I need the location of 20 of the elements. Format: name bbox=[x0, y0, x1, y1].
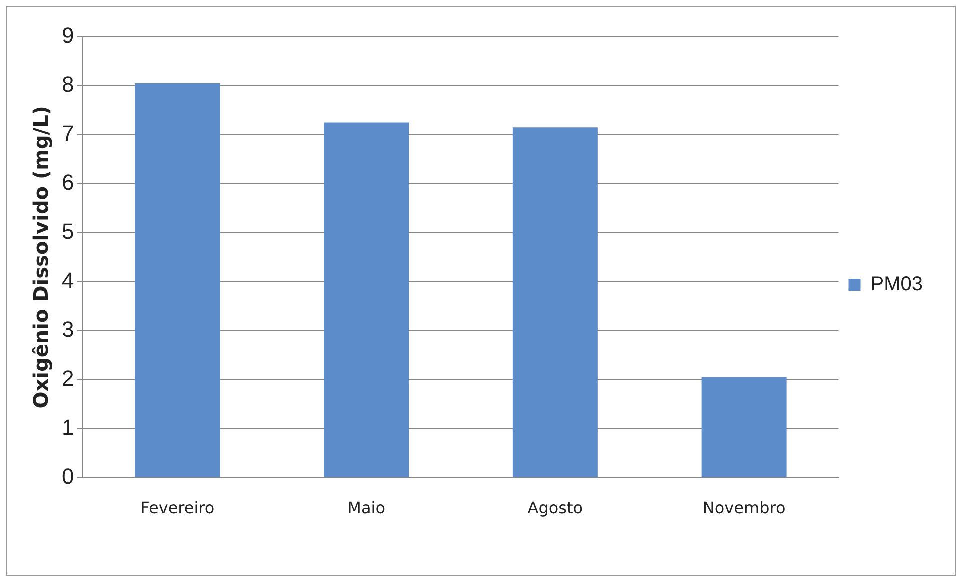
y-tick-label: 0 bbox=[62, 464, 74, 489]
y-tick-label: 3 bbox=[62, 316, 74, 342]
y-tick-label: 2 bbox=[62, 366, 74, 391]
y-tick-label: 7 bbox=[62, 121, 74, 146]
x-tick-label: Maio bbox=[348, 498, 386, 518]
bar bbox=[512, 128, 598, 478]
bar bbox=[135, 84, 220, 478]
x-tick-label: Novembro bbox=[702, 498, 786, 518]
y-tick-label: 9 bbox=[62, 23, 74, 48]
bar bbox=[702, 377, 787, 478]
legend-label: PM03 bbox=[870, 274, 924, 296]
y-tick-label: 1 bbox=[62, 414, 74, 440]
x-tick-label: Agosto bbox=[528, 498, 584, 518]
y-axis-title: Oxigênio Dissolvido (mg/L) bbox=[29, 106, 54, 409]
y-tick-label: 8 bbox=[62, 72, 74, 98]
y-tick-label: 5 bbox=[62, 218, 74, 244]
x-tick-label: Fevereiro bbox=[140, 498, 215, 518]
bar bbox=[324, 122, 410, 478]
y-tick-label: 4 bbox=[62, 268, 74, 293]
y-tick-label: 6 bbox=[62, 170, 74, 195]
